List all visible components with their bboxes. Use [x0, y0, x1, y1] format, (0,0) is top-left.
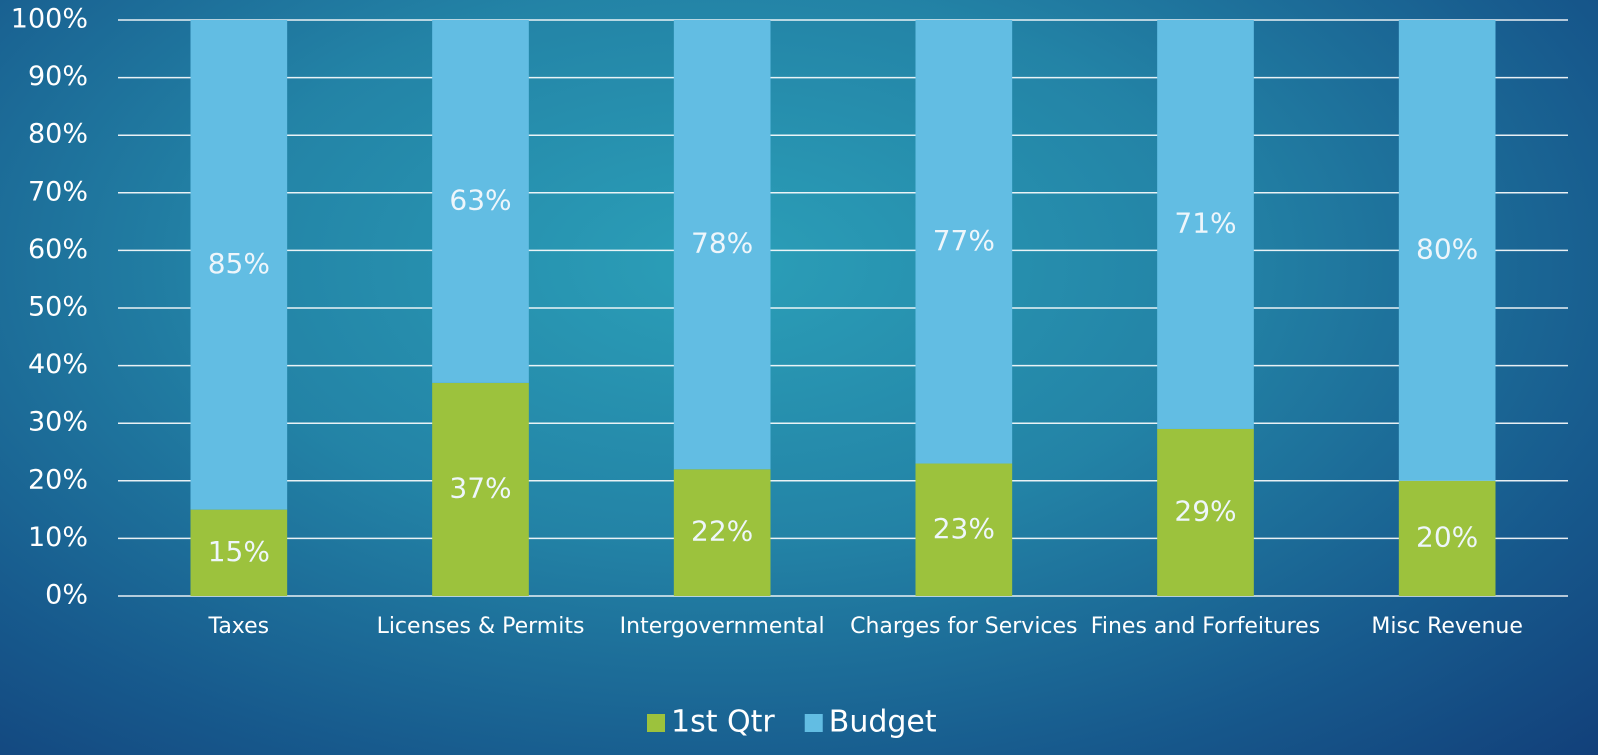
bar-segment [1157, 20, 1254, 429]
x-tick-label: Charges for Services [850, 614, 1077, 639]
y-tick-label: 0% [45, 580, 88, 611]
data-label: 37% [449, 471, 511, 504]
x-tick-label: Intergovernmental [620, 614, 825, 639]
y-tick-label: 90% [28, 61, 88, 92]
bar-segment [432, 382, 529, 596]
bar-segment [190, 20, 288, 510]
bar-segment [915, 463, 1013, 596]
data-label: 22% [691, 515, 753, 548]
y-tick-label: 40% [28, 349, 88, 380]
data-label: 71% [1174, 206, 1236, 239]
bar-segment [1398, 480, 1496, 596]
legend-swatch [804, 714, 823, 732]
data-label: 63% [449, 183, 511, 216]
legend-swatch [647, 714, 665, 732]
bar-segment [673, 469, 771, 596]
x-tick-label: Taxes [208, 614, 270, 639]
data-label: 15% [208, 535, 270, 568]
bar-segment [673, 20, 771, 470]
y-tick-label: 100% [11, 4, 88, 35]
y-tick-label: 80% [28, 119, 88, 150]
bar-segment [190, 509, 288, 596]
data-label: 78% [691, 227, 753, 260]
y-tick-label: 50% [28, 292, 88, 323]
y-tick-label: 30% [28, 407, 88, 438]
data-label: 23% [933, 512, 995, 545]
x-tick-label: Misc Revenue [1371, 614, 1522, 639]
bar-segment [1398, 20, 1496, 481]
data-label: 20% [1416, 520, 1478, 553]
bar-segment [915, 20, 1013, 464]
data-label: 29% [1174, 494, 1236, 527]
bar-segment [1157, 428, 1254, 596]
data-label: 77% [933, 224, 995, 257]
y-tick-label: 60% [28, 234, 88, 265]
x-tick-label: Fines and Forfeitures [1091, 614, 1320, 639]
data-label: 80% [1416, 232, 1478, 265]
data-label: 85% [208, 247, 270, 280]
bar-segment [432, 20, 529, 383]
y-tick-label: 70% [28, 176, 88, 207]
legend-label: Budget [829, 705, 937, 740]
x-tick-label: Licenses & Permits [377, 614, 585, 639]
y-tick-label: 10% [28, 522, 88, 553]
legend-label: 1st Qtr [671, 705, 775, 740]
y-tick-label: 20% [28, 464, 88, 495]
